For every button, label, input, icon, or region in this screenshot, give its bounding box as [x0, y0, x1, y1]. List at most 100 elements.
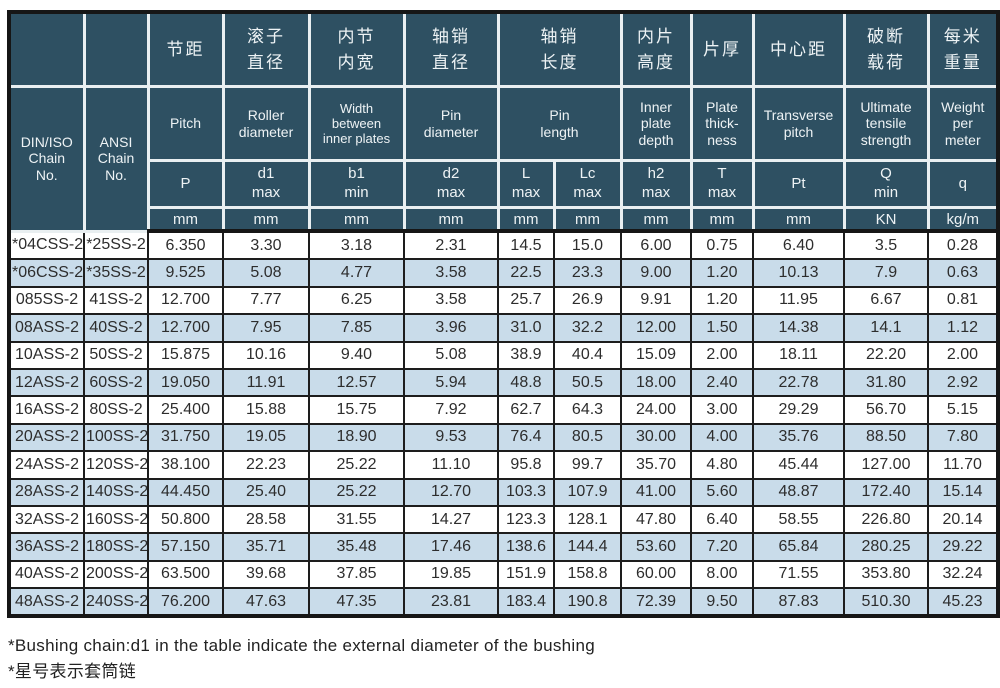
table-cell: 2.92 — [927, 367, 999, 398]
col-header-pinlen-en: Pin length — [496, 85, 623, 162]
table-cell: 5.08 — [403, 340, 499, 370]
table-cell: 7.92 — [403, 395, 499, 425]
table-cell: 38.100 — [147, 450, 224, 480]
col-header-din-iso: DIN/ISO Chain No. — [7, 85, 86, 233]
table-cell: 138.6 — [497, 532, 555, 562]
table-cell: 151.9 — [497, 559, 555, 590]
table-row: 085SS-2 41SS-2 12.700 7.77 6.25 3.58 25.7 26.9 9… — [8, 285, 999, 316]
table-cell: 38.9 — [497, 340, 555, 370]
table-cell: 510.30 — [843, 587, 929, 618]
table-cell: 29.29 — [752, 395, 845, 425]
table-cell: 15.0 — [553, 229, 622, 261]
table-cell: 31.0 — [497, 313, 555, 343]
table-cell: *25SS-2 — [83, 229, 149, 261]
table-cell: 9.525 — [147, 258, 224, 288]
table-cell: 22.23 — [222, 450, 310, 480]
col-header-pinlen-cn: 轴销 长度 — [496, 10, 623, 88]
table-cell: 5.15 — [927, 395, 999, 425]
col-header-roller-cn: 滚子 直径 — [221, 10, 311, 88]
table-cell: 48.8 — [497, 367, 555, 398]
table-cell: 0.63 — [927, 258, 999, 288]
col-header-roller-en: Roller diameter — [221, 85, 311, 162]
blank-corner-cell — [7, 10, 86, 88]
symbol-b1: b1 min — [307, 159, 406, 209]
unit-cell: mm — [619, 206, 693, 233]
symbol-pt: Pt — [751, 159, 846, 209]
table-cell: 10.13 — [752, 258, 845, 288]
table-cell: *06CSS-2 — [8, 258, 85, 288]
table-cell: 10.16 — [222, 340, 310, 370]
table-cell: 60.00 — [620, 559, 692, 590]
table-cell: 7.85 — [308, 313, 405, 343]
table-cell: 18.90 — [308, 422, 405, 453]
table-cell: 19.050 — [147, 367, 224, 398]
table-cell: 47.63 — [222, 587, 310, 618]
table-cell: 57.150 — [147, 532, 224, 562]
table-cell: 58.55 — [752, 504, 845, 535]
col-header-transverse-cn: 中心距 — [751, 10, 846, 88]
table-cell: 158.8 — [553, 559, 622, 590]
table-row: 24ASS-2 120SS-2 38.100 22.23 25.22 11.10 95.8 9… — [8, 450, 999, 480]
table-cell: 4.00 — [690, 422, 754, 453]
table-cell: 160SS-2 — [83, 504, 149, 535]
unit-cell: mm — [751, 206, 846, 233]
table-cell: 41.00 — [620, 477, 692, 507]
table-cell: 107.9 — [553, 477, 622, 507]
table-cell: 22.78 — [752, 367, 845, 398]
table-cell: 31.80 — [843, 367, 929, 398]
header-row-symbols: P d1 max b1 min d2 max L max Lc max h2 m… — [9, 159, 1000, 209]
col-header-pitch-en: Pitch — [146, 85, 225, 162]
table-cell: 5.94 — [403, 367, 499, 398]
table-cell: 9.50 — [690, 587, 754, 618]
table-cell: 15.88 — [222, 395, 310, 425]
table-cell: 1.20 — [690, 258, 754, 288]
table-cell: 0.28 — [927, 229, 999, 261]
table-cell: 6.25 — [308, 285, 405, 316]
table-cell: 40.4 — [553, 340, 622, 370]
symbol-h2: h2 max — [619, 159, 693, 209]
table-cell: *04CSS-2 — [8, 229, 85, 261]
table-cell: 12.57 — [308, 367, 405, 398]
table-cell: 7.77 — [222, 285, 310, 316]
table-cell: 80.5 — [553, 422, 622, 453]
table-cell: 123.3 — [497, 504, 555, 535]
table-row: 32ASS-2 160SS-2 50.800 28.58 31.55 14.27 123.3… — [8, 504, 999, 535]
table-cell: 6.40 — [690, 504, 754, 535]
col-header-thickness-cn: 片厚 — [689, 10, 755, 88]
unit-cell: mm — [307, 206, 406, 233]
table-cell: 53.60 — [620, 532, 692, 562]
table-cell: 25.22 — [308, 450, 405, 480]
table-cell: 6.40 — [752, 229, 845, 261]
table-cell: 353.80 — [843, 559, 929, 590]
table-cell: 29.22 — [927, 532, 999, 562]
table-cell: 20.14 — [927, 504, 999, 535]
table-cell: 50.5 — [553, 367, 622, 398]
table-cell: 10ASS-2 — [8, 340, 85, 370]
table-row: 48ASS-2 240SS-2 76.200 47.63 47.35 23.81 183.4… — [8, 587, 999, 618]
table-cell: 76.200 — [147, 587, 224, 618]
table-row: 20ASS-2 100SS-2 31.750 19.05 18.90 9.53 76.4 80… — [8, 422, 999, 453]
table-cell: 60SS-2 — [83, 367, 149, 398]
table-cell: 37.85 — [308, 559, 405, 590]
table-cell: 26.9 — [553, 285, 622, 316]
table-cell: 87.83 — [752, 587, 845, 618]
header-row-english: DIN/ISO Chain No. ANSI Chain No. Pitch R… — [7, 85, 1000, 233]
header-row-units: mm mm mm mm mm mm mm mm mm KN kg/m — [9, 206, 1000, 233]
table-cell: 24ASS-2 — [8, 450, 85, 480]
table-cell: 3.5 — [843, 229, 929, 261]
table-cell: 64.3 — [553, 395, 622, 425]
table-cell: 32ASS-2 — [8, 504, 85, 535]
symbol-d1: d1 max — [221, 159, 311, 209]
unit-cell: mm — [496, 206, 556, 233]
table-cell: 19.85 — [403, 559, 499, 590]
table-row: *06CSS-2 *35SS-2 9.525 5.08 4.77 3.58 22.5 23.3… — [8, 258, 999, 288]
table-cell: 17.46 — [403, 532, 499, 562]
table-cell: 48.87 — [752, 477, 845, 507]
table-cell: 41SS-2 — [83, 285, 149, 316]
table-cell: 2.00 — [690, 340, 754, 370]
symbol-q: q — [926, 159, 1000, 209]
note-asterisk-cn: *星号表示套筒链 — [8, 662, 137, 681]
col-header-width-en: Width between inner plates — [307, 85, 406, 162]
table-cell: *35SS-2 — [83, 258, 149, 288]
